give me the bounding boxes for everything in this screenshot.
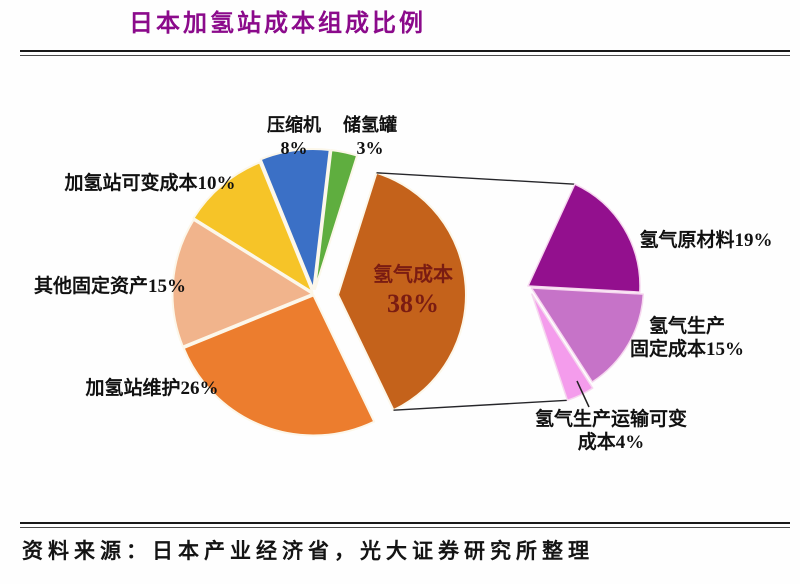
label-transport-variable-cost: 氢气生产运输可变 成本4% (506, 408, 716, 454)
label-storage-tank: 储氢罐 3% (310, 114, 430, 160)
label-production-fixed-cost: 氢气生产 固定成本15% (587, 315, 787, 361)
label-storage-tank-name: 储氢罐 (343, 115, 397, 135)
label-transport-variable-cost-line2: 成本4% (577, 432, 645, 453)
label-production-fixed-cost-line2: 固定成本15% (629, 339, 744, 360)
leader-line-transport-variable (576, 380, 590, 408)
main-pie-slice-storage-tank (314, 149, 359, 291)
label-station-variable-cost: 加氢站可变成本10% (50, 172, 250, 195)
breakout-pie-slice-production-fixed-cost (530, 287, 645, 383)
breakout-pie-slice-transport-variable-cost (531, 293, 594, 402)
connector-line-bottom (393, 399, 568, 411)
main-pie-slice-station-maintenance (182, 294, 376, 437)
label-hydrogen-cost-name: 氢气成本 (373, 264, 453, 286)
label-other-fixed-assets-text: 其他固定资产15% (33, 276, 186, 297)
label-hydrogen-cost: 氢气成本 38% (333, 262, 493, 319)
source-divider-line (20, 522, 790, 528)
main-pie-slice-other-fixed-assets (171, 218, 314, 348)
label-compressor-pct: 8% (280, 138, 308, 158)
label-station-maintenance-text: 加氢站维护26% (85, 378, 219, 399)
main-pie-slice-compressor (259, 148, 331, 290)
main-pie-slice-station-variable-cost (192, 161, 314, 294)
label-hydrogen-cost-pct: 38% (387, 289, 439, 318)
title-divider-line (20, 50, 790, 56)
label-station-maintenance: 加氢站维护26% (52, 377, 252, 400)
label-raw-material: 氢气原材料19% (606, 229, 800, 252)
chart-title: 日本加氢站成本组成比例 (129, 11, 426, 37)
label-station-variable-cost-text: 加氢站可变成本10% (64, 173, 236, 194)
label-compressor-name: 压缩机 (267, 115, 321, 135)
connector-line-top (376, 172, 575, 185)
label-raw-material-text: 氢气原材料19% (639, 230, 773, 251)
label-other-fixed-assets: 其他固定资产15% (10, 275, 210, 298)
label-storage-tank-pct: 3% (356, 138, 384, 158)
label-compressor: 压缩机 8% (234, 114, 354, 160)
main-pie-slice-hydrogen-cost (337, 171, 467, 412)
label-transport-variable-cost-line1: 氢气生产运输可变 (534, 409, 687, 430)
label-production-fixed-cost-line1: 氢气生产 (648, 316, 725, 337)
source-note: 资料来源：日本产业经济省，光大证券研究所整理 (22, 539, 594, 563)
breakout-pie-slice-raw-material (527, 183, 641, 293)
